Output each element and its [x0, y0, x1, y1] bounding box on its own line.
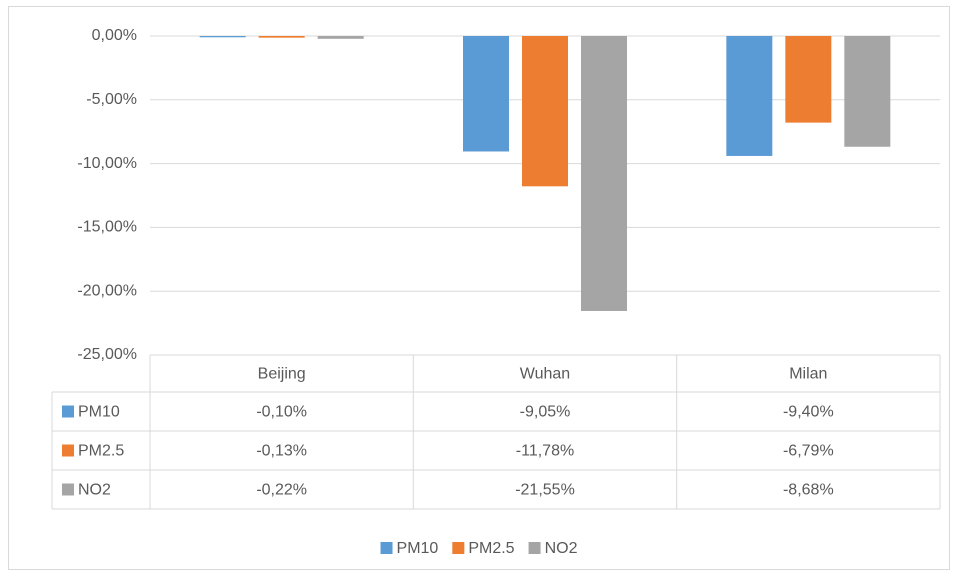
bar — [581, 36, 627, 311]
legend-label: PM10 — [397, 540, 439, 557]
legend-key — [528, 542, 541, 554]
table-legend-key — [62, 405, 74, 418]
table-header: Beijing — [258, 366, 306, 383]
bar — [726, 36, 773, 156]
bar — [785, 36, 832, 123]
table-cell: -0,13% — [256, 443, 307, 460]
table-cell: -9,05% — [520, 404, 571, 421]
bar — [463, 36, 509, 152]
table-cell: -0,10% — [256, 404, 307, 421]
y-tick-label: -10,00% — [77, 155, 137, 172]
legend-label: NO2 — [545, 540, 578, 557]
bar — [522, 36, 568, 187]
table-header: Milan — [789, 366, 827, 383]
table-legend-key — [62, 483, 74, 496]
table-row-label: PM10 — [78, 404, 120, 421]
bar — [199, 36, 246, 38]
bar — [317, 36, 364, 39]
table-row-label: NO2 — [78, 482, 111, 499]
y-tick-label: -5,00% — [86, 91, 137, 108]
table-cell: -6,79% — [783, 443, 834, 460]
legend-key — [452, 542, 465, 554]
y-tick-label: -20,00% — [77, 282, 137, 299]
bar — [258, 36, 305, 38]
y-tick-label: 0,00% — [92, 27, 137, 44]
table-legend-key — [62, 444, 74, 457]
table-cell: -8,68% — [783, 482, 834, 499]
table-header: Wuhan — [520, 366, 570, 383]
table-row-label: PM2.5 — [78, 443, 124, 460]
table-cell: -9,40% — [783, 404, 834, 421]
y-tick-label: -25,00% — [77, 346, 137, 363]
legend-key — [380, 542, 393, 554]
bar — [844, 36, 891, 147]
table-cell: -11,78% — [516, 443, 574, 460]
table-cell: -21,55% — [515, 482, 575, 499]
table-cell: -0,22% — [256, 482, 307, 499]
y-tick-label: -15,00% — [77, 219, 137, 236]
legend-label: PM2.5 — [468, 540, 514, 557]
